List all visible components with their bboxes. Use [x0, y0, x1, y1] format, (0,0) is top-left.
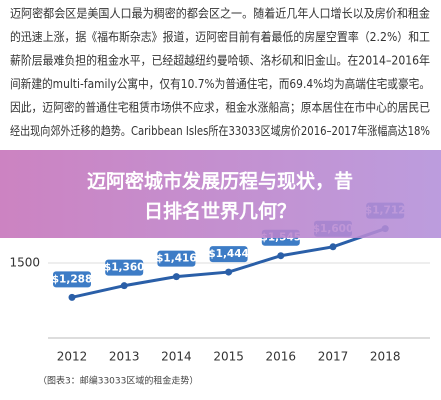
title-band — [0, 150, 441, 238]
label-box — [53, 271, 91, 288]
point — [277, 252, 285, 260]
label-box — [157, 250, 196, 267]
paragraph-line: 薪阶层最难负担的租金水平，已经超越纽约曼哈顿、洛杉矶和旧金山。在2014–201… — [10, 53, 430, 68]
caption: （图表3：邮编33033区域的租金走势） — [38, 375, 198, 387]
point — [68, 293, 76, 301]
value-label: $1,288 — [52, 273, 93, 285]
x-tick-label: 2013 — [109, 350, 140, 364]
point — [329, 243, 337, 251]
label-box — [105, 259, 144, 276]
paragraph-line: 因此，迈阿密的普通住宅租赁市场供不应求，租金水涨船高；原本居住在市中心的居民已 — [10, 100, 430, 115]
overlay-title: 日排名世界几何？ — [144, 200, 296, 223]
x-tick-label: 2012 — [57, 350, 88, 364]
point — [225, 268, 233, 276]
paragraph-line: 的迅速上涨，据《福布斯杂志》报道，迈阿密目前有着最低的房屋空置率（2.2%）和工 — [10, 29, 430, 44]
point — [172, 273, 180, 281]
paragraph-line: 间新建的multi-family公寓中，仅有10.7%为普通住宅，而69.4%均… — [10, 76, 430, 91]
x-tick-label: 2014 — [161, 350, 192, 364]
value-label: $1,444 — [208, 248, 249, 260]
value-label: $1,360 — [104, 262, 145, 274]
x-tick-label: 2018 — [370, 350, 401, 364]
label-box — [209, 246, 248, 263]
y-tick-label: 1500 — [9, 256, 40, 270]
paragraph-line: 经出现向郊外迁移的趋势。Caribbean Isles所在33033区域房价20… — [10, 123, 430, 138]
overlay-title: 迈阿密城市发展历程与现状，昔 — [87, 170, 353, 193]
point — [120, 282, 128, 290]
value-label: $1,416 — [156, 253, 197, 265]
x-tick-label: 2017 — [318, 350, 349, 364]
article: 迈阿密都会区是美国人口最为稠密的都会区之一。随着近几年人口增长以及房价和租金的迅… — [10, 6, 430, 139]
x-tick-label: 2015 — [213, 350, 244, 364]
paragraph-line: 迈阿密都会区是美国人口最为稠密的都会区之一。随着近几年人口增长以及房价和租金 — [10, 6, 430, 21]
x-tick-label: 2016 — [266, 350, 297, 364]
